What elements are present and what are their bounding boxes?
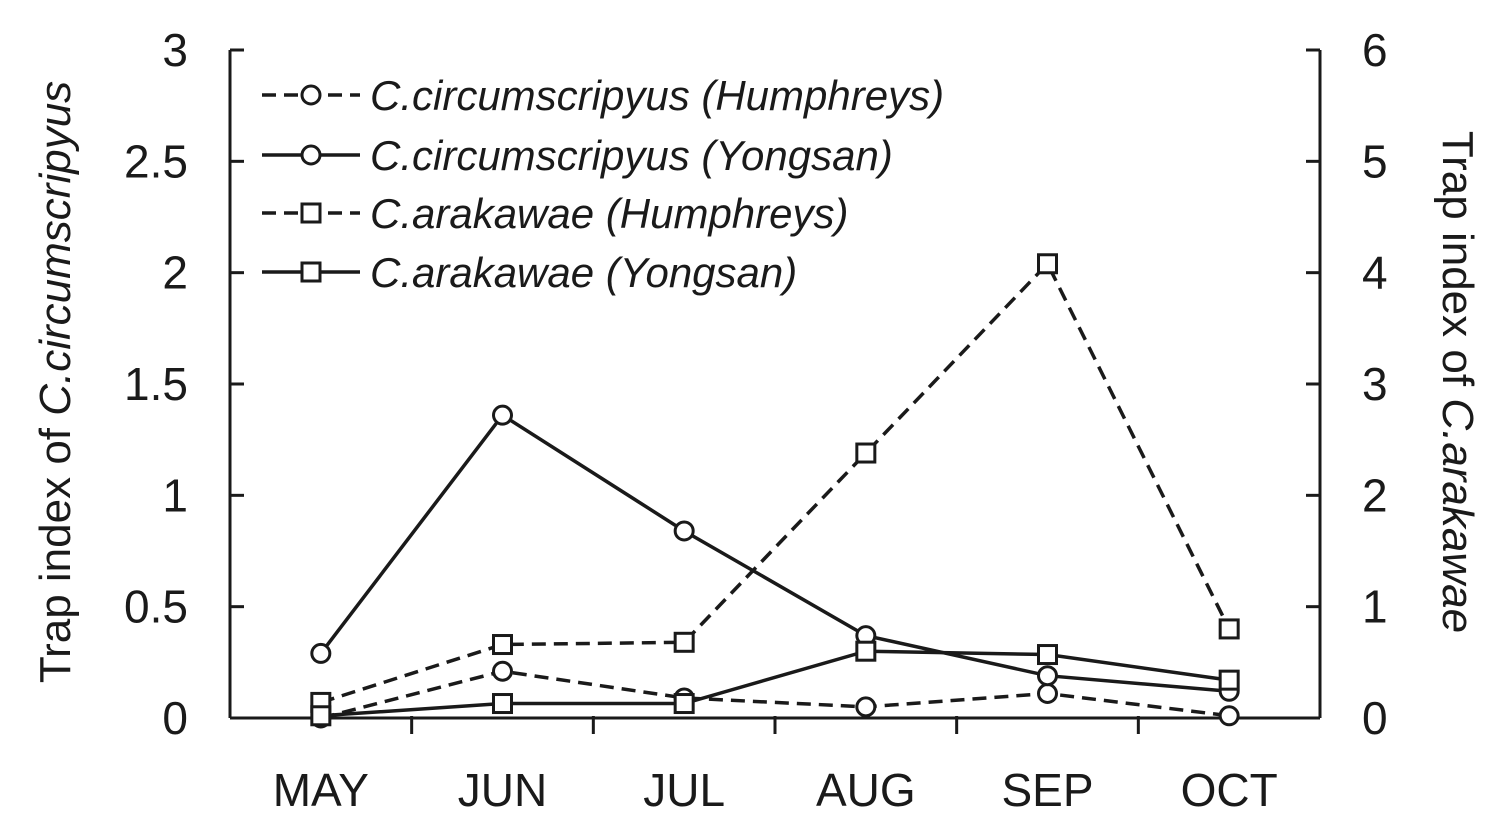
series-2: [310, 404, 1240, 702]
x-tick-label: AUG: [816, 764, 916, 816]
left-tick-label: 2: [162, 247, 188, 299]
x-tick-label: MAY: [273, 764, 369, 816]
right-axis-ticks: 0 1 2 3 4 5 6: [1306, 24, 1388, 744]
data-point: [492, 693, 513, 715]
x-tick-label: JUL: [643, 764, 725, 816]
data-point: [1218, 618, 1240, 640]
x-axis-ticks: MAY JUN JUL AUG SEP OCT: [273, 716, 1278, 816]
data-point: [1037, 644, 1058, 666]
series-line: [319, 412, 1230, 694]
data-point: [1037, 665, 1058, 687]
left-axis-title-prefix: Trap index of: [31, 416, 80, 683]
legend-marker: [300, 202, 322, 224]
legend-entry: C.circumscripyus (Humphreys): [262, 72, 944, 119]
data-point: [492, 660, 513, 682]
legend-marker: [300, 261, 322, 283]
data-point: [1218, 669, 1240, 691]
x-tick-label: JUN: [458, 764, 547, 816]
right-axis-title-species: C.arakawae: [1433, 398, 1482, 633]
series-line: [320, 669, 1230, 720]
legend-entry: C.circumscripyus (Yongsan): [262, 132, 893, 179]
data-point: [673, 520, 695, 542]
right-tick-label: 1: [1362, 581, 1388, 633]
data-point: [855, 442, 877, 464]
data-point: [1037, 683, 1058, 705]
series-4: [310, 640, 1240, 727]
data-point: [1218, 705, 1240, 727]
left-tick-label: 1: [162, 469, 188, 521]
right-tick-label: 3: [1362, 358, 1388, 410]
right-tick-label: 4: [1362, 247, 1388, 299]
legend-label: C.arakawae (Humphreys): [370, 190, 849, 237]
left-tick-label: 2.5: [124, 135, 188, 187]
legend-label: C.circumscripyus (Yongsan): [370, 132, 893, 179]
right-axis-title: Trap index of C.arakawae: [1433, 131, 1482, 633]
data-point: [310, 642, 332, 664]
left-axis-title: Trap index of C.circumscripyus: [31, 81, 80, 683]
right-tick-label: 0: [1362, 692, 1388, 744]
right-tick-label: 2: [1362, 469, 1388, 521]
x-tick-label: SEP: [1001, 764, 1093, 816]
legend-entry: C.arakawae (Yongsan): [262, 249, 797, 296]
series-line: [320, 260, 1231, 705]
data-point: [855, 640, 877, 662]
data-point: [1037, 253, 1058, 275]
left-tick-label: 0: [162, 692, 188, 744]
x-tick-label: OCT: [1181, 764, 1278, 816]
left-tick-label: 0.5: [124, 581, 188, 633]
data-point: [492, 634, 513, 656]
series-layer: [310, 253, 1240, 729]
data-point: [855, 696, 877, 718]
left-tick-label: 3: [162, 24, 188, 76]
right-tick-label: 6: [1362, 24, 1388, 76]
data-point: [673, 631, 695, 653]
left-axis-ticks: 0 0.5 1 1.5 2 2.5 3: [124, 24, 244, 744]
left-axis-title-species: C.circumscripyus: [31, 81, 80, 416]
right-axis-title-prefix: Trap index of: [1433, 131, 1482, 398]
legend-marker: [300, 144, 322, 166]
legend: C.circumscripyus (Humphreys) C.circumscri…: [262, 72, 944, 296]
series-3: [310, 253, 1240, 713]
data-point: [492, 404, 513, 426]
right-tick-label: 5: [1362, 135, 1388, 187]
legend-label: C.arakawae (Yongsan): [370, 249, 797, 296]
legend-entry: C.arakawae (Humphreys): [262, 190, 849, 237]
series-line: [320, 649, 1230, 718]
data-point: [310, 705, 332, 727]
legend-label: C.circumscripyus (Humphreys): [370, 72, 944, 119]
data-point: [673, 693, 695, 715]
legend-marker: [300, 84, 322, 106]
left-tick-label: 1.5: [124, 358, 188, 410]
